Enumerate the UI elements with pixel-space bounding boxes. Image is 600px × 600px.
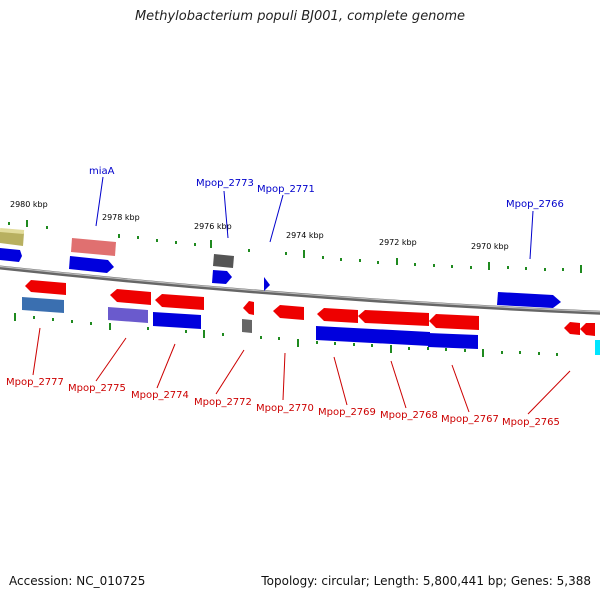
bottom-gene-labels: Mpop_2777 Mpop_2775 Mpop_2774 Mpop_2772 … (6, 377, 560, 428)
gene-label: Mpop_2774 (131, 390, 189, 401)
map-title: Methylobacterium populi BJ001, complete … (134, 9, 466, 24)
gene-feature (497, 292, 561, 308)
kbp-tick-label: 2980 kbp (10, 200, 48, 209)
inner-tick-track (14, 313, 558, 357)
gene-label: Mpop_2777 (6, 377, 64, 388)
kbp-tick-label: 2976 kbp (194, 222, 232, 231)
kbp-tick-labels: 2980 kbp 2978 kbp 2976 kbp 2974 kbp 2972… (10, 200, 509, 251)
gene-label: Mpop_2765 (502, 417, 560, 428)
gene-feature (25, 280, 66, 295)
gene-feature (429, 314, 479, 330)
genome-backbone (0, 265, 600, 315)
gene-feature (273, 305, 304, 320)
gene-feature (316, 326, 430, 346)
gene-feature (155, 294, 204, 310)
gene-feature (0, 230, 24, 246)
gene-label: Mpop_2766 (506, 199, 564, 210)
gene-feature (595, 340, 600, 355)
gene-feature (428, 333, 478, 349)
gene-label: Mpop_2775 (68, 383, 126, 394)
bottom-leader-lines (32, 327, 571, 415)
gene-feature (110, 289, 151, 305)
gene-label: Mpop_2773 (196, 178, 254, 189)
genome-summary: Topology: circular; Length: 5,800,441 bp… (261, 574, 591, 588)
gene-feature (153, 312, 201, 329)
gene-label: Mpop_2771 (257, 184, 315, 195)
gene-feature (71, 238, 116, 256)
accession-text: Accession: NC_010725 (9, 574, 146, 588)
gene-feature (0, 248, 22, 262)
gene-label: Mpop_2770 (256, 403, 314, 414)
gene-label: miaA (89, 166, 115, 177)
inner-forward-strand (22, 280, 600, 355)
gene-feature (358, 310, 429, 326)
kbp-tick-label: 2972 kbp (379, 238, 417, 247)
outer-tick-track (8, 220, 582, 273)
gene-feature (212, 270, 232, 284)
outer-reverse-strand (0, 227, 561, 308)
top-gene-labels: miaA Mpop_2773 Mpop_2771 Mpop_2766 (89, 166, 564, 210)
gene-feature (22, 297, 64, 313)
kbp-tick-label: 2970 kbp (471, 242, 509, 251)
gene-feature (564, 322, 580, 335)
gene-label: Mpop_2772 (194, 397, 252, 408)
gene-label: Mpop_2769 (318, 407, 376, 418)
gene-label: Mpop_2767 (441, 414, 499, 425)
gene-feature (243, 301, 254, 315)
gene-feature (580, 323, 595, 336)
gene-feature (317, 308, 358, 323)
gene-feature (69, 256, 114, 273)
gene-feature (213, 254, 234, 268)
gene-feature (264, 277, 270, 291)
kbp-tick-label: 2978 kbp (102, 213, 140, 222)
gene-label: Mpop_2768 (380, 410, 438, 421)
gene-feature (108, 307, 148, 323)
top-leader-lines (95, 176, 534, 260)
kbp-tick-label: 2974 kbp (286, 231, 324, 240)
gene-feature (242, 319, 252, 333)
